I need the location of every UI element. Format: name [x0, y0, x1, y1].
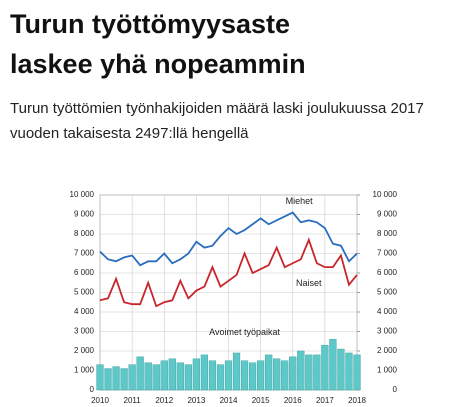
bar	[160, 360, 168, 391]
series-label: Miehet	[286, 196, 314, 206]
x-tick-label: 2018	[348, 396, 366, 405]
bar	[337, 348, 345, 391]
line	[99, 211, 358, 267]
x-tick-label: 2011	[124, 396, 142, 405]
y2-tick-label: 5 000	[377, 288, 398, 297]
x-tick-label: 2016	[284, 396, 302, 405]
bar	[240, 360, 249, 391]
bar	[289, 356, 297, 391]
bar	[208, 360, 217, 391]
bar	[305, 354, 313, 391]
bar	[200, 354, 209, 391]
x-tick-label: 2017	[316, 396, 334, 405]
bar	[120, 368, 128, 391]
x-tick-label: 2015	[252, 396, 270, 405]
y2-tick-label: 9 000	[377, 210, 398, 219]
bar	[353, 354, 361, 391]
bar	[248, 362, 257, 391]
bar	[128, 364, 136, 391]
x-tick-label: 2014	[220, 396, 238, 405]
bar	[112, 366, 120, 391]
subheadline: Turun työttömien työnhakijoiden määrä la…	[10, 100, 424, 142]
bar	[216, 364, 225, 391]
chart: 0 1 000 2 000 3 000 4 000 5 000 6 000 7 000 8 00…	[70, 190, 398, 405]
bar	[232, 352, 241, 391]
bar	[257, 360, 265, 391]
bar	[176, 362, 184, 391]
y-tick-label: 4 000	[74, 307, 95, 316]
y2-tick-label: 8 000	[377, 229, 398, 238]
y-tick-label: 9 000	[74, 210, 95, 219]
y2-tick-label: 4 000	[377, 307, 398, 316]
x-tick-label: 2010	[91, 396, 109, 405]
bar	[192, 358, 200, 391]
y2-tick-label: 0	[393, 385, 398, 394]
y-tick-label: 2 000	[74, 346, 95, 355]
headline: Turun työttömyysaste laskee yhä nopeammi…	[10, 9, 306, 79]
bar	[329, 339, 337, 391]
y-tick-label: 8 000	[74, 229, 95, 238]
bar	[104, 368, 112, 391]
bar	[152, 364, 160, 391]
y2-tick-label: 1 000	[377, 366, 398, 375]
bar	[273, 358, 281, 391]
y-tick-label: 6 000	[74, 268, 95, 277]
series-label: Avoimet työpaikat	[209, 327, 280, 337]
bar	[321, 344, 329, 391]
y-tick-label: 3 000	[74, 327, 95, 336]
bar	[265, 354, 273, 391]
line	[99, 237, 358, 308]
bar	[313, 354, 321, 391]
y-tick-label: 10 000	[70, 190, 95, 199]
bar	[168, 358, 176, 391]
y2-tick-label: 7 000	[377, 249, 398, 258]
y-tick-label: 0	[90, 385, 95, 394]
bar	[136, 356, 144, 391]
series-label: Naiset	[296, 278, 322, 288]
x-tick-label: 2012	[155, 396, 173, 405]
y2-tick-label: 3 000	[377, 327, 398, 336]
bar	[96, 364, 104, 391]
bar	[144, 362, 152, 391]
bar	[345, 352, 353, 391]
y-tick-label: 7 000	[74, 249, 95, 258]
y2-tick-label: 2 000	[377, 346, 398, 355]
bar	[224, 360, 233, 391]
y-tick-label: 5 000	[74, 288, 95, 297]
x-tick-label: 2013	[187, 396, 205, 405]
bar	[297, 350, 305, 391]
y2-tick-label: 10 000	[373, 190, 398, 199]
bar	[281, 360, 289, 391]
bar	[184, 364, 192, 391]
y-tick-label: 1 000	[74, 366, 95, 375]
y2-tick-label: 6 000	[377, 268, 398, 277]
